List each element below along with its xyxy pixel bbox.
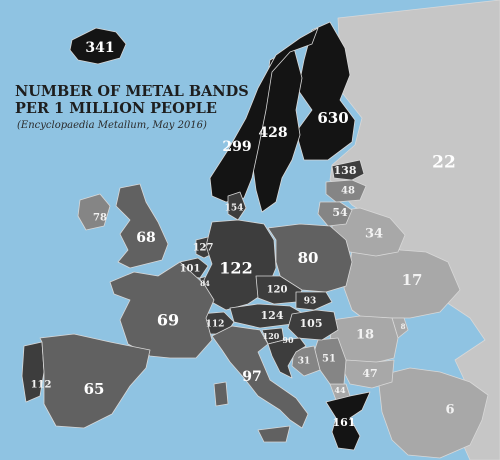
label-ukraine: 17 bbox=[402, 271, 423, 289]
label-norway: 299 bbox=[222, 139, 251, 155]
label-bulgaria: 47 bbox=[362, 367, 377, 380]
label-slovakia: 93 bbox=[304, 297, 317, 307]
label-austria: 124 bbox=[261, 309, 284, 322]
label-serbia: 51 bbox=[322, 354, 336, 365]
country-slovakia bbox=[295, 291, 333, 311]
island-sardinia bbox=[213, 381, 229, 407]
label-sweden: 428 bbox=[258, 125, 287, 141]
label-germany: 122 bbox=[219, 259, 252, 278]
country-italy bbox=[211, 325, 309, 429]
label-luxembourg: 84 bbox=[200, 279, 210, 288]
country-estonia bbox=[331, 159, 365, 181]
label-netherlands: 127 bbox=[193, 243, 214, 254]
label-belgium: 101 bbox=[180, 264, 201, 275]
label-france: 69 bbox=[157, 311, 179, 330]
country-ireland bbox=[77, 193, 111, 231]
label-moldova: 8 bbox=[401, 322, 406, 331]
label-finland: 630 bbox=[317, 109, 348, 127]
country-hungary bbox=[287, 309, 339, 341]
label-latvia: 48 bbox=[341, 186, 355, 197]
country-ukraine bbox=[343, 241, 461, 323]
label-bosnia: 31 bbox=[298, 357, 311, 367]
country-portugal bbox=[21, 341, 45, 403]
label-slovenia: 120 bbox=[263, 331, 280, 341]
label-macedonia: 44 bbox=[334, 385, 346, 395]
label-iceland: 341 bbox=[85, 40, 114, 56]
country-latvia bbox=[325, 179, 367, 203]
label-czechia: 120 bbox=[267, 285, 288, 296]
country-turkey bbox=[377, 367, 489, 459]
island-sicily bbox=[257, 425, 291, 443]
country-poland bbox=[267, 223, 353, 293]
country-iceland bbox=[69, 27, 127, 65]
country-uk bbox=[115, 183, 169, 269]
country-denmark bbox=[227, 191, 247, 221]
country-greece bbox=[325, 391, 371, 451]
label-switzerland: 112 bbox=[206, 320, 225, 330]
label-russia: 22 bbox=[432, 153, 456, 173]
label-greece: 161 bbox=[333, 416, 356, 429]
label-uk: 68 bbox=[136, 230, 155, 246]
label-hungary: 105 bbox=[300, 317, 323, 330]
label-portugal: 112 bbox=[31, 380, 52, 391]
label-spain: 65 bbox=[84, 380, 105, 398]
country-spain bbox=[39, 333, 151, 429]
label-romania: 18 bbox=[356, 328, 374, 343]
map-source-note: (Encyclopaedia Metallum, May 2016) bbox=[17, 120, 207, 131]
country-lithuania bbox=[317, 201, 353, 227]
label-denmark: 154 bbox=[225, 204, 244, 214]
country-finland bbox=[295, 21, 356, 161]
label-poland: 80 bbox=[298, 249, 319, 267]
country-bosnia bbox=[291, 345, 321, 377]
country-france bbox=[109, 261, 215, 359]
label-ireland: 78 bbox=[93, 213, 107, 224]
label-turkey: 6 bbox=[445, 403, 454, 418]
label-croatia: 90 bbox=[282, 335, 294, 345]
label-lithuania: 54 bbox=[332, 206, 348, 219]
map-title-line-2: PER 1 MILLION PEOPLE bbox=[15, 100, 217, 117]
label-italy: 97 bbox=[242, 369, 261, 385]
map-title-line-1: NUMBER OF METAL BANDS bbox=[15, 83, 249, 100]
label-belarus: 34 bbox=[365, 227, 383, 242]
label-estonia: 138 bbox=[334, 164, 357, 177]
country-croatia bbox=[267, 337, 307, 379]
